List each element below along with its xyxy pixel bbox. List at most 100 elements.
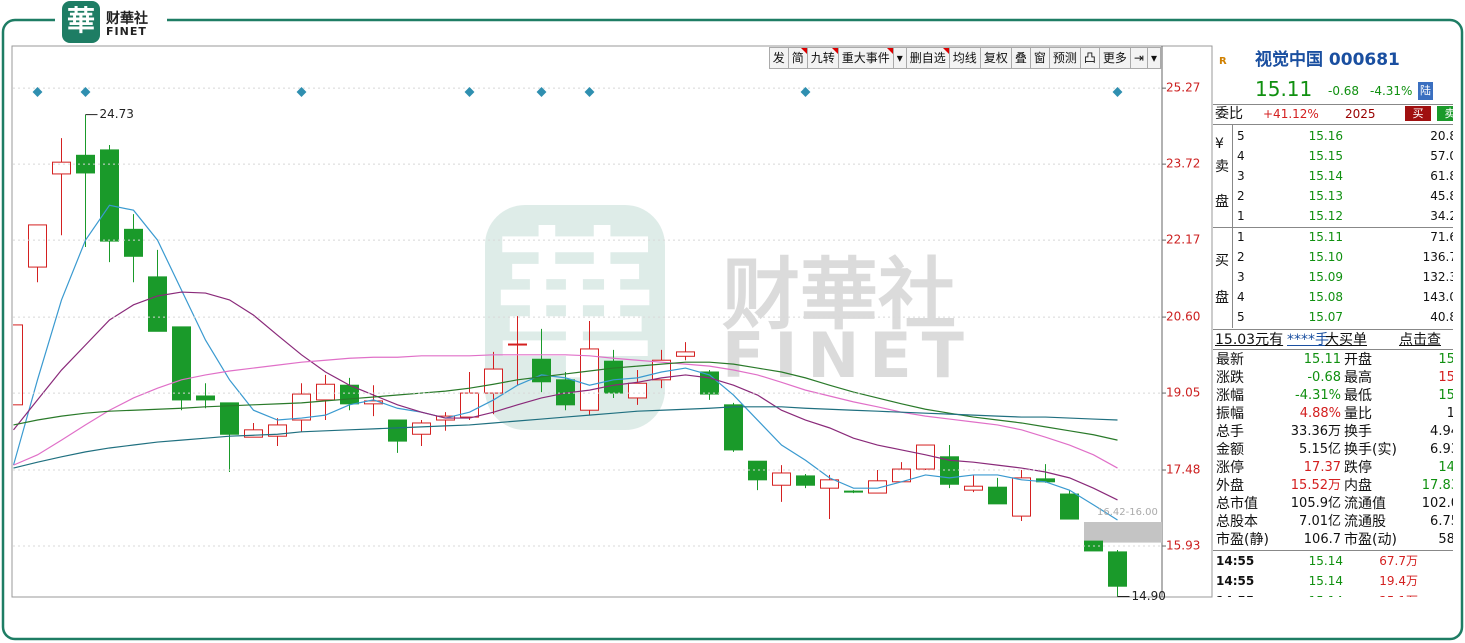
panel-text: 19.4万	[1379, 574, 1418, 588]
candle-body	[604, 360, 623, 394]
toolbar: 发简九转 重大事件 ▾ 删自选 均线 复权叠窗预测凸更多 ⇥ ▾	[768, 47, 1162, 69]
candle-body	[100, 149, 119, 242]
panel-text: 市盈(静)	[1216, 532, 1269, 548]
toolbar-button[interactable]: 复权	[981, 48, 1012, 68]
candle-body	[1108, 551, 1127, 587]
panel-text: -0.68	[1307, 370, 1341, 385]
toolbar-button[interactable]: 凸	[1081, 48, 1100, 68]
panel-text: 14:55	[1216, 554, 1255, 568]
panel-text: 6.75	[1430, 514, 1453, 529]
candle-body	[988, 486, 1007, 505]
panel-text: 15.	[1438, 388, 1453, 403]
panel-text: 买	[1215, 253, 1229, 269]
y-tick-label: 17.48	[1166, 463, 1200, 477]
candle-body	[268, 424, 287, 437]
event-marker	[1112, 87, 1123, 97]
toolbar-button[interactable]: 删自选	[907, 48, 950, 68]
panel-text: 4	[1237, 290, 1245, 304]
plot-border	[11, 45, 1213, 598]
candle-body	[844, 490, 863, 493]
y-tick-label: 19.05	[1166, 386, 1200, 400]
panel-text: 金额	[1216, 442, 1244, 458]
panel-text: 跌停	[1344, 460, 1372, 476]
toolbar-button[interactable]: 预测	[1050, 48, 1081, 68]
panel-text: 15.09	[1308, 270, 1343, 284]
panel-text: 涨跌	[1216, 370, 1244, 386]
candle-body	[292, 393, 311, 421]
panel-text: 34.2	[1430, 209, 1453, 223]
candle-body	[13, 324, 23, 406]
dropdown-icon: ▾	[894, 48, 907, 68]
panel-text: R	[1219, 56, 1227, 67]
y-tick-label: 20.60	[1166, 310, 1200, 324]
panel-text: 15.14	[1308, 574, 1343, 588]
panel-text: 卖	[1437, 106, 1453, 121]
toolbar-button[interactable]: 窗	[1031, 48, 1050, 68]
panel-text: 换手(实)	[1344, 442, 1397, 458]
candle-body	[196, 395, 215, 401]
toolbar-button[interactable]: 重大事件	[839, 48, 894, 68]
toolbar-button[interactable]: 叠	[1012, 48, 1031, 68]
panel-text: 15.14	[1253, 592, 1343, 597]
plot	[13, 114, 1162, 597]
panel-text: 17.37	[1303, 460, 1341, 475]
panel-text: 15.52万	[1290, 478, 1341, 493]
event-marker	[536, 87, 547, 97]
candle-body	[388, 419, 407, 442]
panel-text: 2	[1237, 189, 1245, 203]
panel-text: 15.03元有	[1215, 332, 1284, 348]
candle-body	[964, 485, 983, 491]
candle-body	[1060, 493, 1079, 520]
panel-text: 15.11	[1308, 230, 1343, 244]
toolbar-icon: ⇥	[1131, 48, 1148, 68]
panel-text: 14:55	[1216, 592, 1254, 597]
panel-text: 15.12	[1308, 209, 1343, 223]
panel-text: 5	[1237, 310, 1245, 324]
ma-line	[13, 291, 1118, 501]
candle-body	[868, 480, 887, 494]
separator	[1213, 104, 1453, 105]
panel-text: 132.3	[1422, 270, 1453, 284]
panel-text: 总市值	[1216, 496, 1258, 512]
panel-text: 内盘	[1344, 478, 1372, 494]
toolbar-button[interactable]: 均线	[950, 48, 981, 68]
toolbar-button[interactable]: 简	[789, 48, 808, 68]
candle-body	[148, 276, 167, 332]
panel-text: 4	[1237, 149, 1245, 163]
watermark-name: 财華社	[722, 250, 956, 340]
panel-text: 盘	[1215, 290, 1229, 306]
panel-text: 买	[1405, 106, 1431, 121]
ma-line	[13, 361, 1118, 441]
panel-text: 57.0	[1430, 149, 1453, 163]
panel-text: -0.68	[1328, 84, 1360, 98]
toolbar-button[interactable]: 更多	[1100, 48, 1131, 68]
separator	[1213, 349, 1453, 350]
panel-text: 105.9亿	[1290, 496, 1341, 511]
panel-text: 流通股	[1344, 514, 1386, 530]
panel-text: 45.8	[1430, 189, 1453, 203]
toolbar-button[interactable]: 九转	[808, 48, 839, 68]
panel-text: 136.7	[1422, 250, 1453, 264]
panel-text: 7.01亿	[1299, 514, 1341, 529]
candle-body	[316, 383, 335, 401]
panel-text: ****手	[1287, 332, 1329, 348]
candle-body	[52, 161, 71, 175]
panel-text: 67.7万	[1379, 554, 1418, 568]
toolbar-button[interactable]: 发	[770, 48, 789, 68]
price-band-label: 16.42-16.00	[1097, 507, 1158, 518]
panel-text: 1.	[1446, 406, 1453, 421]
candle-body	[724, 404, 743, 451]
panel-text: 15.11	[1303, 352, 1341, 367]
panel-text: 143.0	[1422, 290, 1453, 304]
candle-body	[676, 351, 695, 357]
panel-text: 陆	[1418, 82, 1433, 100]
price-band	[1084, 521, 1162, 543]
panel-text: 涨停	[1216, 460, 1244, 476]
panel-text: 最新	[1216, 352, 1244, 368]
quote-panel: R 视觉中国 000681 15.11 -0.68 -4.31% 陆委比 +41.12% 20…	[1213, 47, 1453, 597]
panel-text: 1	[1237, 230, 1245, 244]
y-tick-label: 25.27	[1166, 81, 1200, 95]
panel-text: 最低	[1344, 388, 1372, 404]
panel-text: 6.93	[1430, 442, 1453, 457]
panel-text: 最高	[1344, 370, 1372, 386]
